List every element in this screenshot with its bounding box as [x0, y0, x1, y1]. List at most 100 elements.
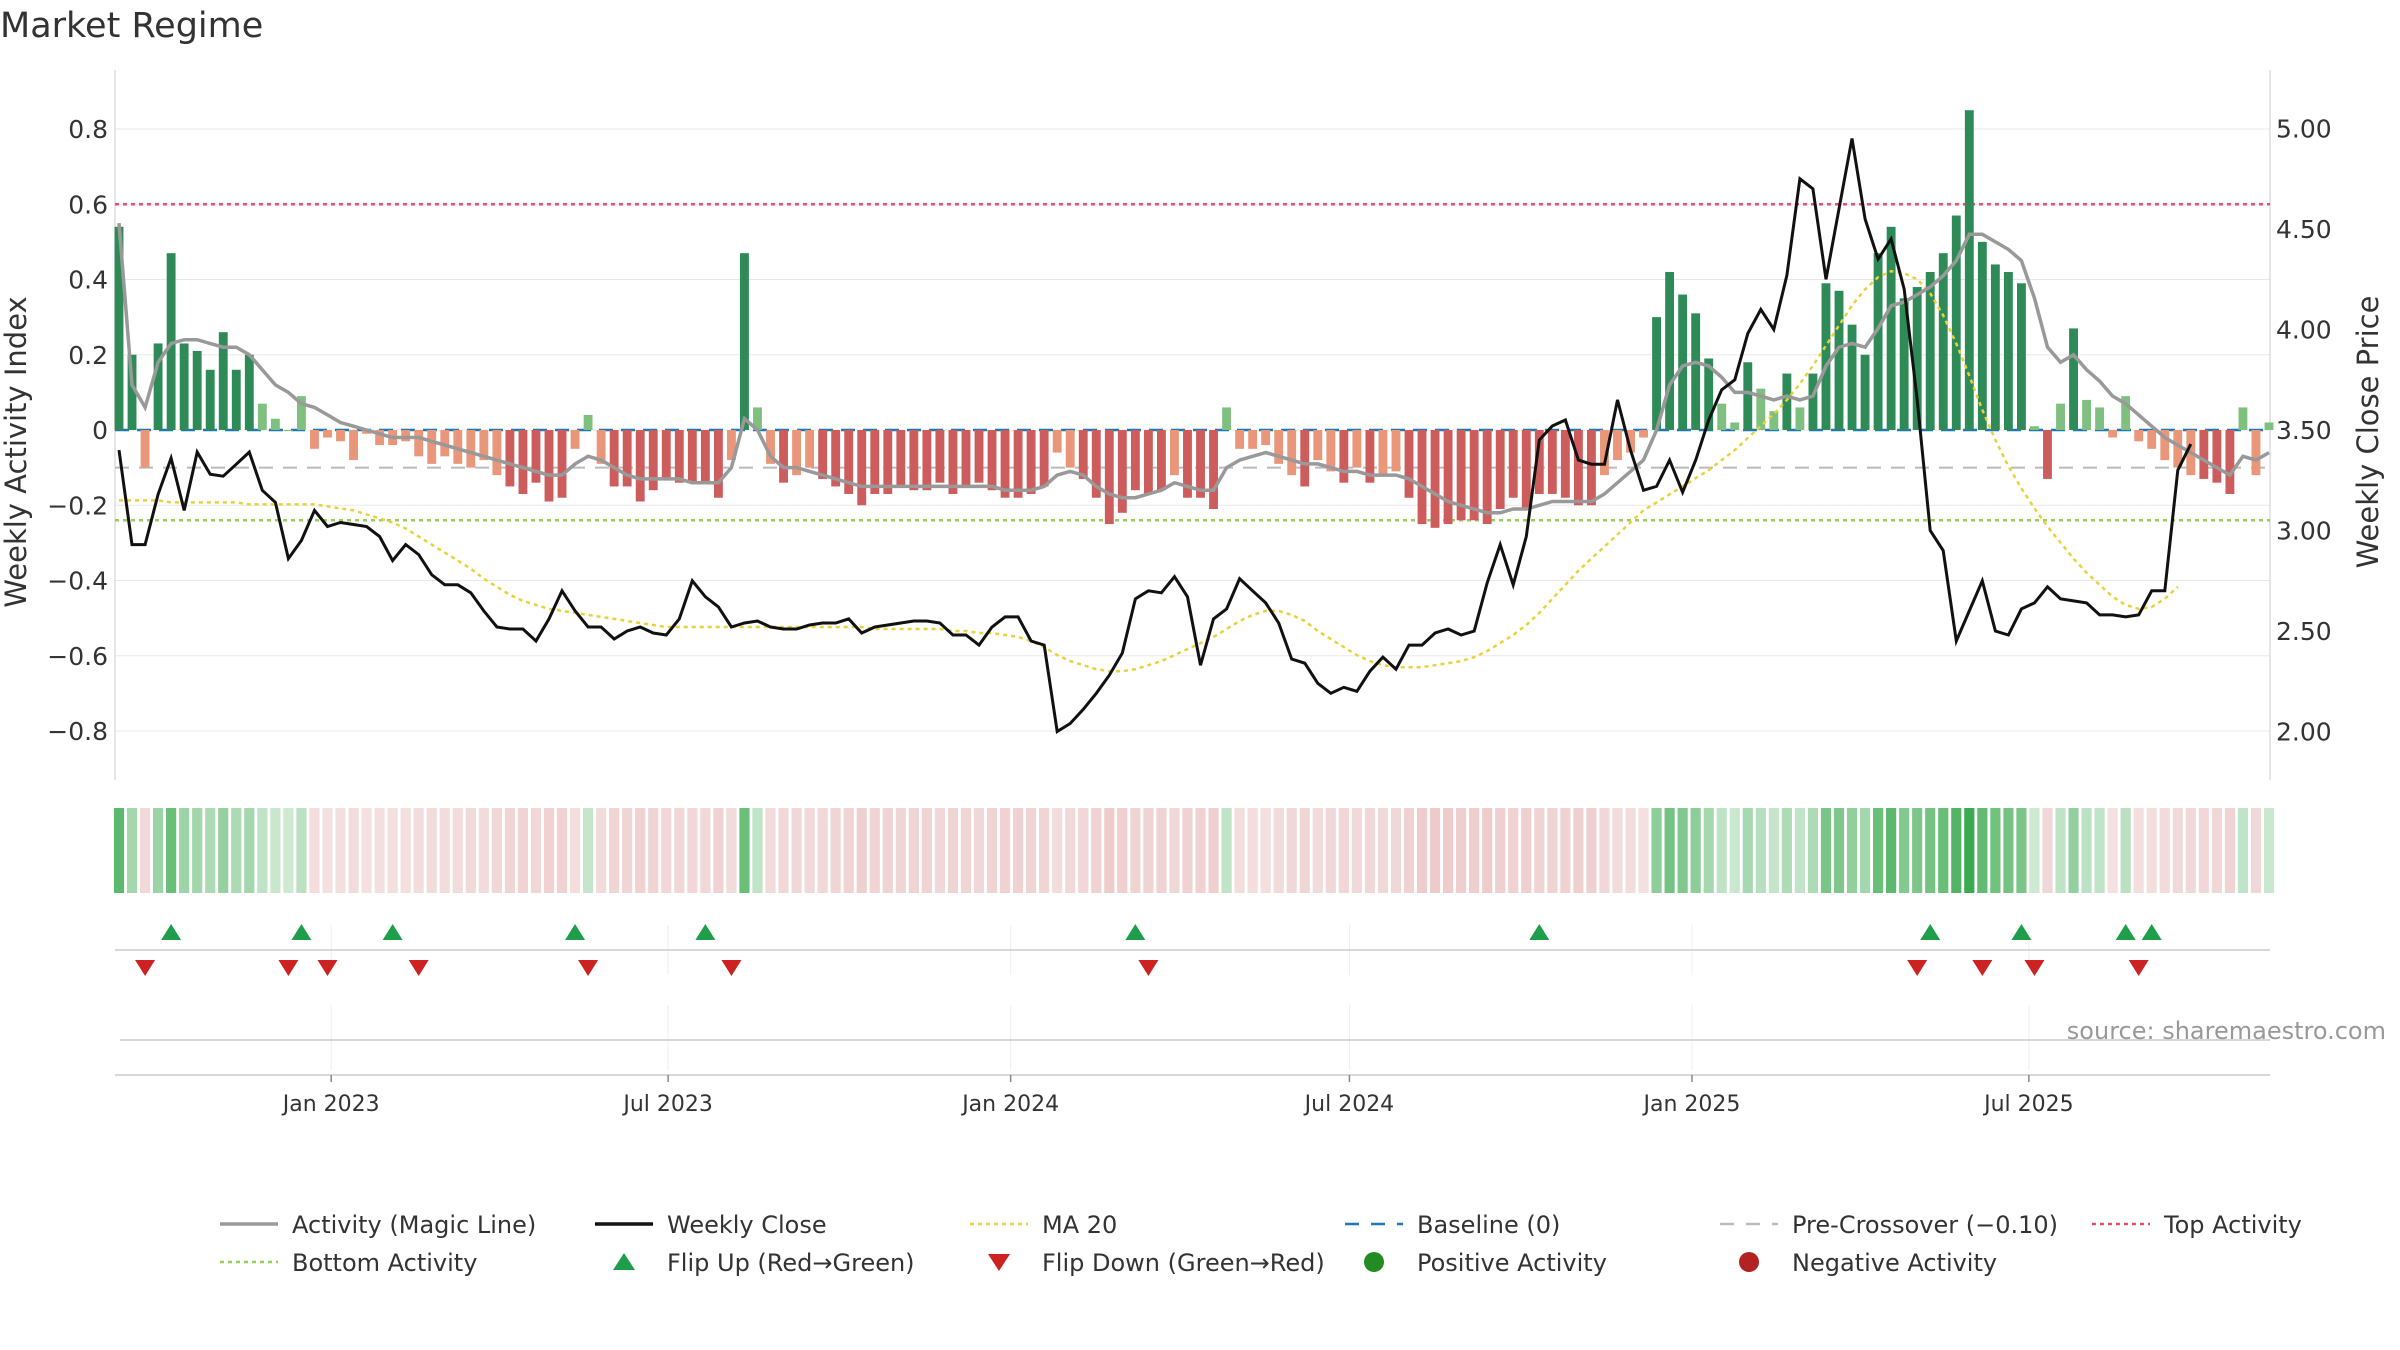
- activity-bar: [1339, 430, 1349, 483]
- activity-bar: [244, 354, 254, 430]
- activity-bar: [1143, 430, 1153, 494]
- activity-bar: [2003, 271, 2013, 430]
- activity-bar: [2147, 430, 2157, 449]
- regime-strip-cell: [2042, 808, 2053, 893]
- activity-bar: [283, 430, 293, 431]
- legend-label: Negative Activity: [1792, 1249, 1997, 1277]
- series-lines: [117, 138, 2270, 734]
- regime-strip-cell: [179, 808, 190, 893]
- regime-strip-cell: [1729, 808, 1740, 893]
- regime-strip-cell: [1065, 808, 1076, 893]
- flip-down-marker: [1972, 960, 1993, 976]
- activity-bar: [1326, 430, 1336, 472]
- activity-bar: [1573, 430, 1583, 506]
- regime-strip-cell: [1495, 808, 1506, 893]
- activity-bar: [1521, 430, 1531, 510]
- legend-swatch-dot: [1739, 1252, 1759, 1272]
- flip-up-marker: [565, 924, 586, 940]
- regime-strip-cell: [2237, 808, 2249, 893]
- regime-strip-cell: [1899, 808, 1910, 893]
- activity-bar: [1352, 430, 1362, 468]
- regime-strip-cell: [2185, 808, 2196, 893]
- regime-strip-cell: [1586, 808, 1597, 893]
- activity-bar: [805, 430, 815, 468]
- activity-bar: [518, 430, 528, 494]
- activity-bar: [166, 253, 176, 430]
- activity-bar: [2121, 396, 2131, 430]
- y2-tick-label: 2.50: [2276, 617, 2332, 646]
- regime-strip-cell: [1859, 808, 1871, 893]
- activity-bar: [1391, 430, 1401, 472]
- activity-bar: [1964, 110, 1974, 430]
- regime-strip-cell: [1443, 808, 1454, 893]
- regime-strip-cell: [1638, 808, 1649, 893]
- regime-strip-cell: [400, 808, 411, 893]
- flip-down-marker: [2128, 960, 2149, 976]
- activity-bar: [1013, 430, 1023, 498]
- regime-strip-cell: [166, 808, 177, 893]
- activity-bar: [1730, 422, 1740, 430]
- regime-strip-cell: [1768, 808, 1779, 893]
- activity-bar: [1222, 407, 1232, 430]
- regime-strip-cell: [2133, 808, 2144, 893]
- regime-strip-cell: [921, 808, 932, 893]
- regime-strip-cell: [244, 808, 255, 893]
- regime-strip-cell: [1951, 808, 1962, 893]
- weekly-close-line: [117, 138, 2193, 734]
- regime-strip-cell: [1338, 808, 1349, 893]
- regime-strip-cell: [1052, 808, 1063, 893]
- flip-down-marker: [578, 960, 599, 976]
- legend-label: Baseline (0): [1417, 1211, 1560, 1239]
- regime-strip-cell: [1143, 808, 1154, 893]
- regime-strip-cell: [270, 808, 281, 893]
- activity-bar: [1430, 430, 1440, 528]
- regime-strip-cell: [999, 808, 1011, 893]
- activity-bar: [114, 226, 124, 430]
- regime-strip-cell: [869, 808, 880, 893]
- activity-bar: [2173, 430, 2183, 468]
- activity-bar: [1586, 430, 1596, 506]
- regime-strip-cell: [2016, 808, 2027, 893]
- legend-label: Top Activity: [2163, 1211, 2302, 1239]
- regime-strip-cell: [452, 808, 463, 893]
- activity-bar: [2264, 422, 2274, 430]
- regime-strip-cell: [1990, 808, 2001, 893]
- flip-down-marker: [721, 960, 742, 976]
- x-tick-label: Jul 2024: [1303, 1092, 1395, 1117]
- regime-strip-cell: [1612, 808, 1623, 893]
- activity-bar: [648, 430, 658, 491]
- regime-strip-cell: [2263, 808, 2275, 893]
- activity-bar: [1130, 430, 1140, 491]
- activity-bar: [1769, 411, 1779, 430]
- activity-bar: [1847, 324, 1857, 430]
- regime-strip-cell: [1221, 808, 1232, 893]
- regime-strip-cell: [1599, 808, 1610, 893]
- x-tick-label: Jul 2023: [621, 1092, 713, 1117]
- flip-markers-panel: [115, 924, 2270, 1070]
- regime-strip-cell: [726, 808, 737, 893]
- regime-strip-cell: [126, 808, 138, 893]
- activity-bar: [1860, 354, 1870, 430]
- flip-down-marker: [135, 960, 156, 976]
- activity-bar: [583, 414, 593, 430]
- regime-strip-cell: [283, 808, 294, 893]
- activity-magic-line: [117, 222, 2270, 515]
- activity-bar: [818, 430, 828, 479]
- activity-bar: [1170, 430, 1179, 476]
- activity-bar: [987, 430, 997, 491]
- regime-strip-cell: [1364, 808, 1375, 893]
- activity-bar: [570, 430, 580, 449]
- regime-strip-cell: [1208, 808, 1219, 893]
- flip-up-marker: [291, 924, 312, 940]
- regime-strip-cell: [2159, 808, 2170, 893]
- legend-swatch-dot: [1364, 1252, 1384, 1272]
- activity-bar: [505, 430, 515, 487]
- regime-strip-cell: [856, 808, 867, 893]
- activity-bar: [1834, 290, 1844, 430]
- regime-strip-cell: [2003, 808, 2014, 893]
- flip-up-marker: [382, 924, 403, 940]
- activity-bar: [857, 430, 867, 506]
- activity-bar: [1990, 264, 2000, 430]
- legend-label: Activity (Magic Line): [292, 1211, 536, 1239]
